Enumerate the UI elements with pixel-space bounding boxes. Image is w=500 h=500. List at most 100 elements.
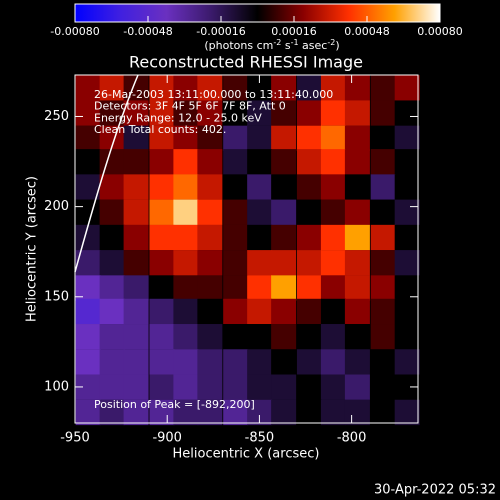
heatmap-cell (223, 75, 249, 101)
heatmap-cell (320, 174, 346, 200)
heatmap-cell (149, 174, 175, 200)
heatmap-cell (296, 374, 322, 400)
heatmap-cell (173, 374, 199, 400)
heatmap-cell (223, 199, 249, 225)
heatmap-cell (370, 199, 396, 225)
heatmap-cell (173, 149, 199, 175)
heatmap-cell (99, 224, 125, 251)
heatmap-cell (173, 100, 199, 126)
heatmap-cell (173, 250, 199, 276)
heatmap-cell (149, 250, 175, 276)
y-tick-label: 250 (44, 109, 69, 124)
heatmap-cell (223, 399, 249, 426)
colorbar (74, 3, 441, 23)
heatmap-cell (370, 125, 396, 152)
heatmap-cell (75, 199, 101, 225)
heatmap-cell (247, 100, 273, 126)
heatmap-cell (223, 149, 249, 175)
heatmap-cell (173, 174, 199, 200)
x-tick-label: -800 (337, 431, 367, 446)
heatmap-cell (173, 224, 199, 251)
heatmap-cell (320, 75, 346, 101)
heatmap-cell (271, 298, 297, 325)
heatmap-cell (271, 125, 297, 152)
heatmap-cell (370, 324, 396, 350)
heatmap-cell (370, 250, 396, 276)
heatmap-cell (247, 174, 273, 200)
heatmap-cell (197, 125, 223, 152)
heatmap-cell (123, 374, 149, 400)
peak-note: Position of Peak = [-892,200] (94, 398, 255, 411)
colorbar-tick-label: -0.00080 (50, 25, 99, 38)
heatmap-cell (344, 349, 370, 375)
heatmap-cell (149, 374, 175, 400)
colorbar-tick-label: -0.00048 (123, 25, 172, 38)
heatmap-cell (296, 125, 322, 152)
heatmap-cell (320, 199, 346, 225)
heatmap-cell (344, 298, 370, 325)
annotation: 26-Mar-2003 13:11:00.000 to 13:11:40.000 (94, 88, 333, 101)
heatmap-cell (123, 250, 149, 276)
heatmap-cell (344, 174, 370, 200)
heatmap-cell (320, 399, 346, 426)
heatmap-cell (223, 275, 249, 301)
heatmap-cell (75, 298, 101, 325)
heatmap-cell (149, 399, 175, 426)
heatmap-cell (173, 399, 199, 426)
heatmap-cell (197, 75, 223, 101)
colorbar-tick-label: 0.00016 (271, 25, 317, 38)
heatmap-cell (271, 174, 297, 200)
heatmap-cell (320, 275, 346, 301)
heatmap-cell (149, 199, 175, 225)
heatmap-cell (370, 399, 396, 426)
heatmap-cell (247, 125, 273, 152)
heatmap-cell (223, 100, 249, 126)
heatmap-cell (149, 349, 175, 375)
heatmap-cell (173, 298, 199, 325)
heatmap-cell (123, 199, 149, 225)
heatmap-cell (173, 275, 199, 301)
heatmap-cell (247, 224, 273, 251)
heatmap-cell (247, 298, 273, 325)
heatmap-cell (271, 199, 297, 225)
heatmap-cell (370, 349, 396, 375)
heatmap-cell (296, 324, 322, 350)
heatmap-cell (75, 125, 101, 152)
heatmap-cell (394, 224, 420, 251)
heatmap-cell (123, 125, 149, 152)
heatmap-cell (197, 298, 223, 325)
heatmap-cell (247, 149, 273, 175)
heatmap-cell (149, 275, 175, 301)
heatmap-cell (75, 324, 101, 350)
heatmap-cell (247, 250, 273, 276)
heatmap-cell (370, 75, 396, 101)
heatmap-cell (271, 250, 297, 276)
heatmap-cell (197, 199, 223, 225)
y-tick-label: 150 (44, 289, 69, 304)
heatmap-cell (344, 399, 370, 426)
heatmap-cell (320, 250, 346, 276)
heatmap-cell (271, 275, 297, 301)
heatmap-cell (123, 100, 149, 126)
y-tick-label: 200 (44, 199, 69, 214)
heatmap-cell (173, 199, 199, 225)
annotation: Energy Range: 12.0 - 25.0 keV (94, 111, 262, 124)
heatmap-cell (149, 224, 175, 251)
heatmap-cell (271, 149, 297, 175)
heatmap-cell (197, 399, 223, 426)
heatmap-cell (123, 349, 149, 375)
heatmap-cell (344, 250, 370, 276)
heatmap-cell (394, 199, 420, 225)
heatmap-cell (296, 100, 322, 126)
heatmap-cell (296, 250, 322, 276)
heatmap-cell (247, 199, 273, 225)
axes (74, 75, 418, 423)
heatmap-cell (149, 100, 175, 126)
heatmap-cell (197, 374, 223, 400)
heatmap-cell (370, 174, 396, 200)
heatmap-cell (320, 298, 346, 325)
heatmap-cell (271, 100, 297, 126)
heatmap-cell (370, 149, 396, 175)
heatmap-cell (320, 374, 346, 400)
heatmap-cell (197, 149, 223, 175)
